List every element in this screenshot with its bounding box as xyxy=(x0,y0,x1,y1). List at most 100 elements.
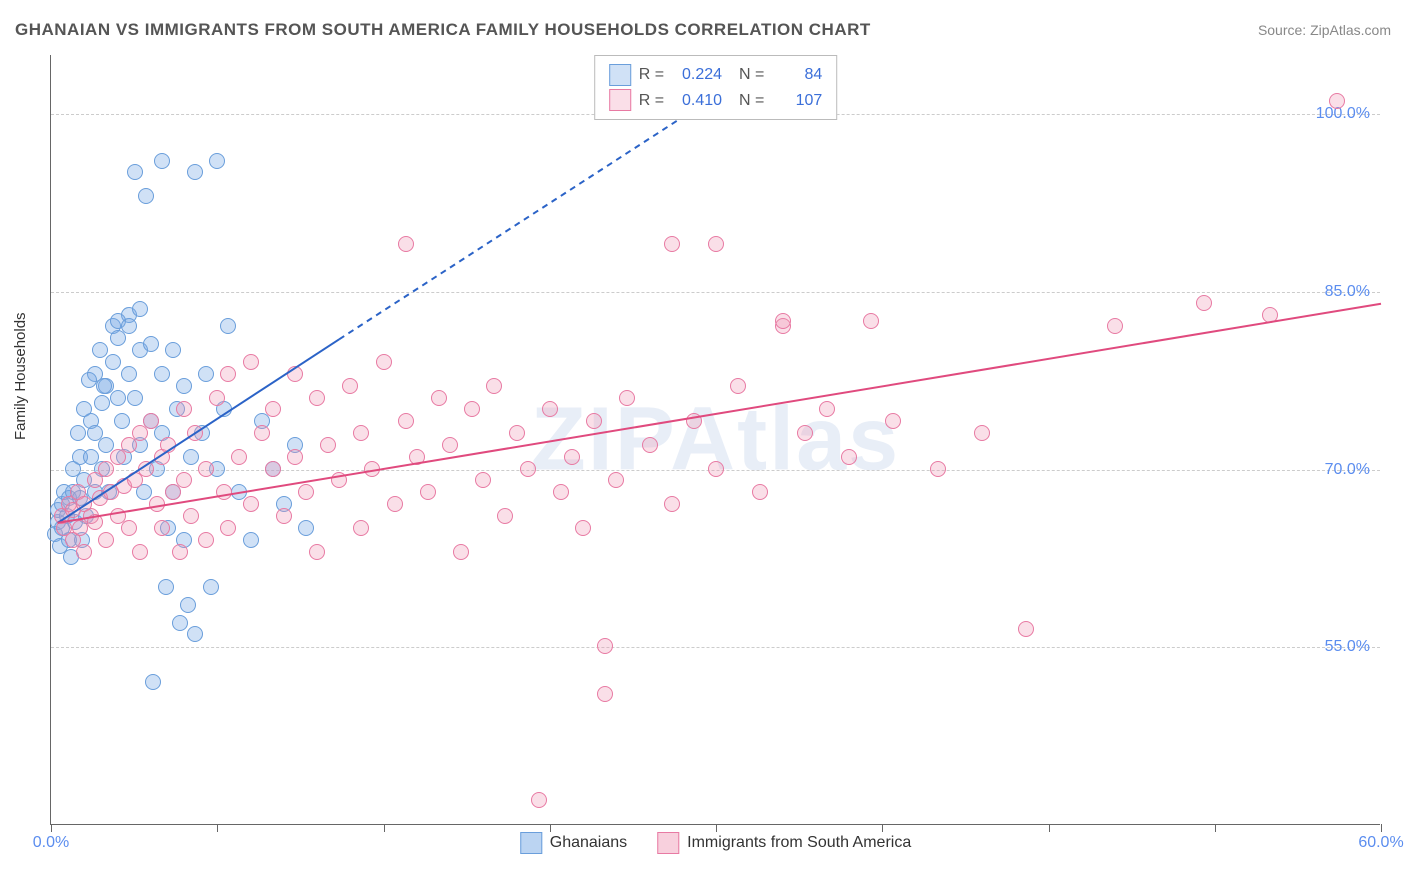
legend-item: Immigrants from South America xyxy=(657,832,911,854)
data-point xyxy=(586,413,602,429)
x-tick xyxy=(550,824,551,832)
data-point xyxy=(597,638,613,654)
x-tick xyxy=(882,824,883,832)
data-point xyxy=(209,390,225,406)
data-point xyxy=(187,164,203,180)
data-point xyxy=(121,520,137,536)
data-point xyxy=(143,413,159,429)
data-point xyxy=(138,461,154,477)
data-point xyxy=(203,579,219,595)
data-point xyxy=(387,496,403,512)
x-tick xyxy=(716,824,717,832)
data-point xyxy=(132,301,148,317)
data-point xyxy=(309,390,325,406)
swatch-icon xyxy=(657,832,679,854)
stat-r-value: 0.224 xyxy=(672,62,722,88)
data-point xyxy=(220,366,236,382)
data-point xyxy=(110,390,126,406)
data-point xyxy=(183,508,199,524)
trend-lines xyxy=(51,55,1380,824)
data-point xyxy=(105,354,121,370)
data-point xyxy=(154,520,170,536)
data-point xyxy=(664,236,680,252)
data-point xyxy=(841,449,857,465)
data-point xyxy=(608,472,624,488)
x-tick xyxy=(51,824,52,832)
data-point xyxy=(121,318,137,334)
data-point xyxy=(98,532,114,548)
data-point xyxy=(138,188,154,204)
data-point xyxy=(353,520,369,536)
x-tick xyxy=(1215,824,1216,832)
data-point xyxy=(708,461,724,477)
data-point xyxy=(398,413,414,429)
data-point xyxy=(158,579,174,595)
data-point xyxy=(160,437,176,453)
swatch-icon xyxy=(609,64,631,86)
data-point xyxy=(176,401,192,417)
data-point xyxy=(198,366,214,382)
data-point xyxy=(287,366,303,382)
data-point xyxy=(564,449,580,465)
data-point xyxy=(243,354,259,370)
data-point xyxy=(752,484,768,500)
data-point xyxy=(863,313,879,329)
data-point xyxy=(1107,318,1123,334)
data-point xyxy=(531,792,547,808)
data-point xyxy=(1018,621,1034,637)
data-point xyxy=(708,236,724,252)
data-point xyxy=(409,449,425,465)
data-point xyxy=(114,413,130,429)
data-point xyxy=(87,514,103,530)
data-point xyxy=(642,437,658,453)
data-point xyxy=(149,496,165,512)
data-point xyxy=(187,626,203,642)
data-point xyxy=(1196,295,1212,311)
data-point xyxy=(442,437,458,453)
stats-legend: R =0.224 N =84R =0.410 N =107 xyxy=(594,55,838,120)
stat-n-label: N = xyxy=(730,62,764,88)
data-point xyxy=(94,395,110,411)
data-point xyxy=(364,461,380,477)
data-point xyxy=(730,378,746,394)
data-point xyxy=(974,425,990,441)
data-point xyxy=(597,686,613,702)
data-point xyxy=(819,401,835,417)
x-tick xyxy=(217,824,218,832)
data-point xyxy=(342,378,358,394)
data-point xyxy=(121,366,137,382)
swatch-icon xyxy=(609,89,631,111)
data-point xyxy=(76,544,92,560)
data-point xyxy=(172,544,188,560)
stat-n-value: 84 xyxy=(772,62,822,88)
data-point xyxy=(143,336,159,352)
x-tick xyxy=(1049,824,1050,832)
data-point xyxy=(353,425,369,441)
y-tick-label: 55.0% xyxy=(1325,638,1370,656)
data-point xyxy=(165,342,181,358)
stat-r-label: R = xyxy=(639,62,664,88)
data-point xyxy=(180,597,196,613)
data-point xyxy=(176,472,192,488)
stat-n-label: N = xyxy=(730,88,764,114)
grid-line xyxy=(51,292,1380,293)
legend-item: Ghanaians xyxy=(520,832,627,854)
swatch-icon xyxy=(520,832,542,854)
data-point xyxy=(216,484,232,500)
data-point xyxy=(464,401,480,417)
data-point xyxy=(298,484,314,500)
data-point xyxy=(198,532,214,548)
legend-label: Immigrants from South America xyxy=(687,834,911,852)
data-point xyxy=(198,461,214,477)
x-tick-label: 60.0% xyxy=(1358,834,1403,852)
data-point xyxy=(92,342,108,358)
data-point xyxy=(265,401,281,417)
data-point xyxy=(885,413,901,429)
data-point xyxy=(520,461,536,477)
y-tick-label: 100.0% xyxy=(1316,105,1370,123)
data-point xyxy=(127,390,143,406)
data-point xyxy=(254,425,270,441)
data-point xyxy=(775,313,791,329)
data-point xyxy=(1262,307,1278,323)
data-point xyxy=(81,372,97,388)
